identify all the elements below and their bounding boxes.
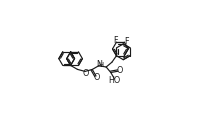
- Text: O: O: [117, 66, 123, 75]
- Text: HO: HO: [108, 76, 120, 85]
- Text: H: H: [98, 62, 103, 68]
- Text: O: O: [82, 69, 89, 78]
- Text: F: F: [124, 37, 129, 46]
- Text: N: N: [96, 60, 102, 69]
- Text: O: O: [94, 73, 100, 82]
- Text: F: F: [114, 36, 118, 45]
